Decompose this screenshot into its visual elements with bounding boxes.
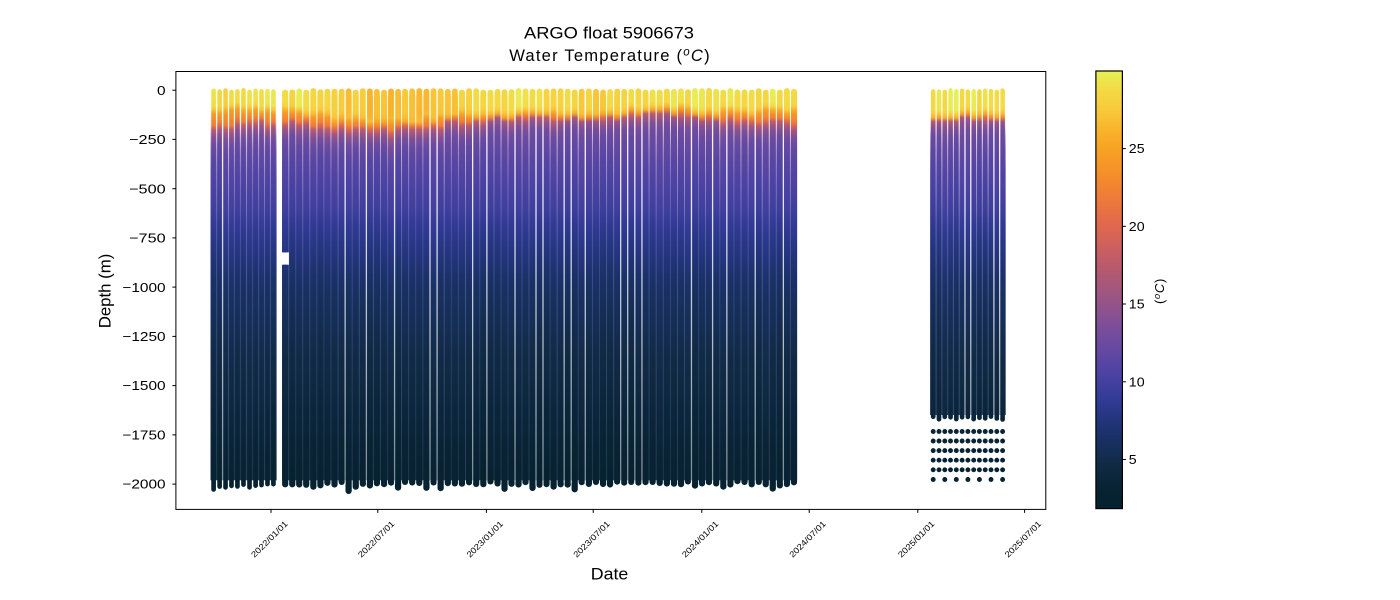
svg-text:−2000: −2000	[122, 477, 165, 492]
svg-text:−1750: −1750	[122, 428, 165, 443]
svg-text:5: 5	[1129, 452, 1137, 467]
svg-text:−500: −500	[129, 181, 166, 196]
svg-text:Depth (m): Depth (m)	[96, 254, 115, 329]
svg-text:10: 10	[1129, 374, 1145, 389]
svg-text:0: 0	[157, 83, 166, 98]
svg-text:−250: −250	[129, 132, 166, 147]
svg-text:20: 20	[1129, 219, 1145, 234]
svg-text:−1250: −1250	[122, 329, 165, 344]
svg-text:Water Temperature (oC): Water Temperature (oC)	[509, 46, 711, 66]
svg-text:−1500: −1500	[122, 378, 165, 393]
svg-text:−1000: −1000	[122, 280, 165, 295]
svg-text:15: 15	[1129, 297, 1145, 312]
svg-text:ARGO float 5906673: ARGO float 5906673	[524, 24, 694, 43]
svg-text:(oC): (oC)	[1152, 278, 1167, 304]
svg-text:25: 25	[1129, 141, 1145, 156]
svg-text:−750: −750	[129, 231, 166, 246]
svg-text:Date: Date	[591, 565, 629, 584]
